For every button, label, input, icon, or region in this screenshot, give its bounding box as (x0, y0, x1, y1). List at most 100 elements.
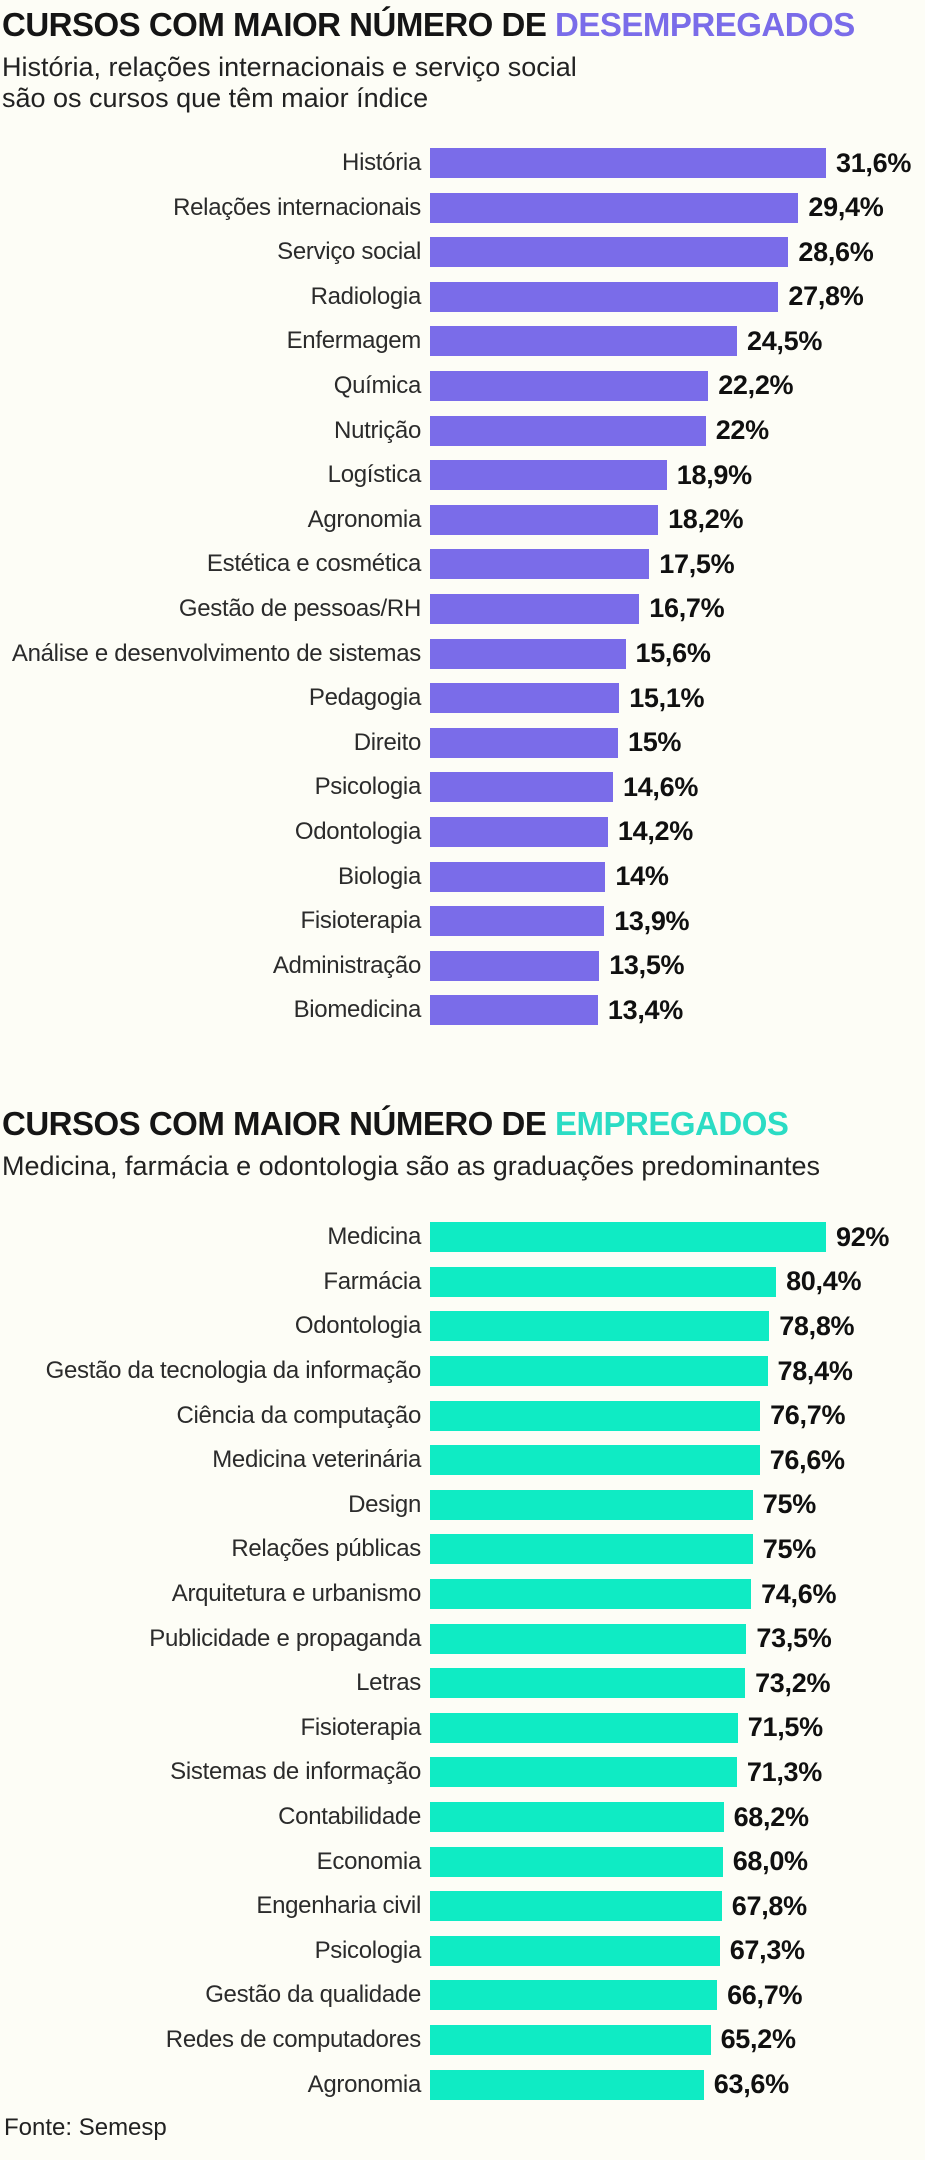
value-label: 78,8% (779, 1310, 855, 1341)
value-label: 66,7% (727, 1979, 803, 2010)
bar (430, 593, 640, 624)
category-label: Odontologia (294, 1312, 421, 1340)
subtitle-line: História, relações internacionais e serv… (2, 52, 577, 82)
category-label: Nutrição (334, 416, 421, 444)
category-label: Letras (356, 1669, 421, 1697)
subtitle-line: são os cursos que têm maior índice (2, 83, 429, 113)
bar-row: Biologia 14% (0, 861, 925, 892)
bar (430, 1445, 760, 1476)
bar (430, 1623, 747, 1654)
category-label: Logística (327, 461, 422, 489)
value-label: 28,6% (798, 236, 874, 267)
category-label: Psicologia (314, 773, 422, 801)
bar-row: Arquitetura e urbanismo 74,6% (0, 1579, 925, 1610)
value-label: 29,4% (808, 192, 884, 223)
bar (430, 727, 618, 758)
category-label: Relações internacionais (173, 193, 421, 221)
bar-row: Agronomia 63,6% (0, 2069, 925, 2100)
bar (430, 1311, 770, 1342)
bar-row: História 31,6% (0, 148, 925, 178)
bar-row: Fisioterapia 71,5% (0, 1712, 925, 1743)
bar (430, 950, 600, 981)
bar-row: Letras 73,2% (0, 1668, 925, 1699)
value-label: 68,0% (732, 1846, 808, 1877)
bar (430, 1846, 723, 1877)
value-label: 27,8% (788, 281, 864, 312)
bar (430, 1935, 720, 1966)
bar (430, 1356, 768, 1387)
bar (430, 326, 737, 357)
category-label: Ciência da computação (176, 1401, 421, 1429)
bar (430, 1266, 777, 1297)
bar-row: Gestão de pessoas/RH 16,7% (0, 593, 925, 624)
chart-desempregados: CURSOS COM MAIOR NÚMERO DE DESEMPREGADOS… (0, 6, 925, 1026)
category-label: Gestão da qualidade (205, 1981, 421, 2009)
bar-row: Biomedicina 13,4% (0, 995, 925, 1026)
bar-row: Gestão da tecnologia da informação 78,4% (0, 1356, 925, 1387)
value-label: 31,6% (836, 147, 912, 178)
value-label: 15,1% (629, 682, 705, 713)
bar-row: Design 75% (0, 1489, 925, 1520)
value-label: 22,2% (718, 370, 794, 401)
value-label: 14,6% (623, 771, 699, 802)
value-label: 14,2% (617, 816, 693, 847)
bar (430, 816, 608, 847)
value-label: 76,7% (770, 1400, 846, 1431)
bar (430, 2069, 704, 2100)
category-label: Fisioterapia (300, 907, 422, 935)
category-label: Administração (272, 951, 421, 979)
bar (430, 370, 709, 401)
value-label: 15,6% (635, 638, 711, 669)
bar-row: Agronomia 18,2% (0, 504, 925, 535)
category-label: Agronomia (307, 2070, 422, 2098)
bar-row: Sistemas de informação 71,3% (0, 1756, 925, 1788)
category-label: Contabilidade (278, 1803, 421, 1830)
bar (430, 504, 659, 535)
bar-row: Análise e desenvolvimento de sistemas 15,… (0, 638, 925, 669)
value-label: 71,3% (746, 1756, 822, 1787)
bar-row: Ciência da computação 76,7% (0, 1400, 925, 1431)
bar-row: Relações públicas 75% (0, 1534, 925, 1565)
chart-title: CURSOS COM MAIOR NÚMERO DE DESEMPREGADOS (2, 6, 925, 44)
category-label: Pedagogia (308, 684, 421, 712)
value-label: 67,8% (731, 1890, 807, 1921)
category-label: Biomedicina (293, 996, 422, 1024)
bar-row: Nutrição 22% (0, 415, 925, 446)
bar-rows: História 31,6% Relações internacionais 29,4… (0, 148, 925, 1026)
category-label: Fisioterapia (300, 1713, 422, 1741)
bar-rows: Medicina 92% Farmácia 80,4% Odontologia 78,8%… (0, 1222, 925, 2100)
bar-row: Administração 13,5% (0, 950, 925, 981)
category-label: Sistemas de informação (170, 1758, 421, 1786)
category-label: Radiologia (310, 282, 422, 310)
bar (430, 237, 789, 268)
bar (430, 549, 650, 580)
chart-subtitle: Medicina, farmácia e odontologia são as … (2, 1151, 925, 1182)
bar (430, 1712, 738, 1743)
bar (430, 148, 826, 178)
value-label: 15% (628, 727, 682, 758)
category-label: Serviço social (277, 238, 421, 266)
category-label: Direito (353, 728, 422, 756)
category-label: Medicina (327, 1223, 421, 1251)
bar-row: Pedagogia 15,1% (0, 682, 925, 714)
category-label: Publicidade e propaganda (149, 1624, 421, 1652)
category-label: Arquitetura e urbanismo (171, 1580, 422, 1608)
value-label: 22% (715, 415, 769, 446)
bar (430, 638, 626, 669)
bar (430, 1802, 724, 1832)
value-label: 13,9% (614, 905, 690, 936)
category-label: Farmácia (323, 1267, 421, 1295)
value-label: 18,9% (676, 459, 752, 490)
bar-row: Química 22,2% (0, 370, 925, 401)
bar-row: Logística 18,9% (0, 459, 925, 491)
bar (430, 1579, 752, 1610)
bar (430, 861, 606, 892)
value-label: 76,6% (769, 1444, 845, 1475)
category-label: Química (333, 371, 422, 399)
category-label: História (342, 149, 421, 176)
value-label: 16,7% (649, 593, 725, 624)
chart-title: CURSOS COM MAIOR NÚMERO DE EMPREGADOS (2, 1105, 925, 1143)
bar-row: Fisioterapia 13,9% (0, 905, 925, 937)
source-note: Fonte: Semesp (4, 2114, 167, 2142)
